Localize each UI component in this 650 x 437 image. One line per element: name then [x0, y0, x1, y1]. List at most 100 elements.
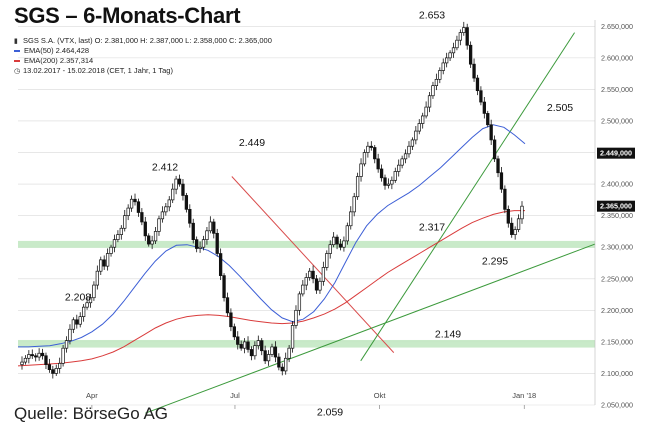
candle-body [195, 239, 199, 249]
candle-body [249, 349, 254, 357]
candle-body [355, 176, 360, 198]
candle-body [242, 341, 247, 349]
candle-body [184, 195, 189, 210]
ema200-line [17, 210, 525, 367]
candle-body [458, 32, 463, 41]
candle-body [366, 145, 370, 153]
candle-body [492, 139, 497, 160]
candle-body [20, 361, 24, 365]
candle-body [129, 198, 134, 209]
candle-body [160, 211, 165, 220]
price-tag [597, 147, 635, 159]
candle-body [126, 207, 130, 217]
candle-body [143, 221, 147, 237]
y-tick-label: 2.400,000 [601, 180, 633, 189]
candle-body [475, 77, 480, 92]
candle-body [277, 356, 281, 368]
candle-body [297, 293, 302, 311]
candle-body [105, 253, 110, 267]
candle-body [318, 280, 322, 291]
candle-body [171, 188, 175, 201]
candle-body [479, 90, 483, 103]
candle-body [205, 230, 209, 240]
candle-body [222, 275, 226, 299]
candle-body [393, 171, 397, 181]
candle-body [95, 270, 99, 286]
candle-body [266, 354, 271, 362]
candle-body [400, 158, 404, 166]
candle-body [133, 198, 137, 203]
annotation-label: 2.412 [152, 162, 178, 174]
candle-body [280, 366, 284, 372]
candle-body [448, 52, 452, 59]
y-tick-label: 2.250,000 [601, 274, 633, 283]
candle-body [503, 188, 507, 210]
candle-body [349, 211, 353, 227]
candle-body [359, 163, 363, 177]
candle-body [246, 341, 250, 350]
candle-body [486, 113, 490, 126]
candle-body [328, 244, 332, 254]
y-tick-label: 2.600,000 [601, 53, 633, 62]
candle-body [136, 201, 141, 213]
price-tag [597, 200, 635, 212]
candle-body [47, 364, 52, 371]
candle-body [102, 259, 106, 267]
candle-body [164, 206, 168, 213]
candle-body [239, 344, 243, 349]
period-label: 13.02.2017 - 15.02.2018 (CET, 1 Jahr, 1 … [23, 66, 173, 75]
candle-body [424, 106, 428, 117]
candle-body [225, 297, 230, 314]
candle-body [177, 178, 182, 185]
candle-body [301, 284, 305, 295]
candle-body [465, 27, 469, 46]
y-tick-label: 2.200,000 [601, 306, 633, 315]
candle-body [112, 239, 117, 248]
candle-body [34, 355, 38, 358]
candle-body [270, 346, 274, 355]
ema200-legend: EMA(200) 2.357,314 [14, 56, 93, 65]
candle-body [61, 347, 65, 364]
trend-line [360, 32, 575, 362]
candle-body [308, 270, 312, 278]
candle-body [51, 369, 55, 374]
candles [20, 21, 524, 379]
x-tick-label: Jul [230, 391, 240, 400]
candle-body [506, 208, 510, 224]
candle-body [455, 39, 459, 49]
candle-body [215, 232, 219, 254]
quote-info: ▮ SGS S.A. (VTX, last) O: 2.381,000 H: 2.… [14, 36, 272, 45]
candle-body [427, 95, 432, 108]
quote-line: SGS S.A. (VTX, last) O: 2.381,000 H: 2.3… [23, 36, 272, 45]
candle-body [397, 164, 401, 172]
candle-body [174, 178, 178, 190]
clock-icon: ◷ [14, 68, 21, 75]
candle-body [123, 215, 127, 229]
candle-body [181, 183, 185, 196]
candle-body [212, 221, 216, 234]
candle-body [373, 147, 377, 160]
ema-lines [17, 124, 526, 367]
candle-body [78, 316, 82, 325]
candle-body [71, 319, 76, 330]
y-tick-label: 2.500,000 [601, 116, 633, 125]
candle-body [304, 277, 308, 286]
candle-body [263, 350, 267, 362]
candle-body [496, 158, 500, 174]
candle-body [407, 145, 411, 155]
y-tick-label: 2.650,000 [601, 22, 633, 31]
annotation-label: 2.208 [65, 291, 91, 303]
x-tick-label: Apr [86, 391, 98, 400]
annotations: 2.653 2.505 2.449 2.412 2.317 2.295 2.208 2.149… [65, 9, 573, 418]
ema50-swatch [14, 50, 20, 53]
candle-body [376, 158, 380, 170]
candle-body [331, 236, 336, 246]
annotation-label: 2.317 [419, 221, 445, 233]
candle-body [75, 319, 79, 325]
candle-body [218, 253, 223, 276]
candle-body [314, 278, 319, 291]
candle-body [462, 27, 466, 33]
candle-body [335, 236, 339, 245]
candle-body [88, 297, 93, 304]
